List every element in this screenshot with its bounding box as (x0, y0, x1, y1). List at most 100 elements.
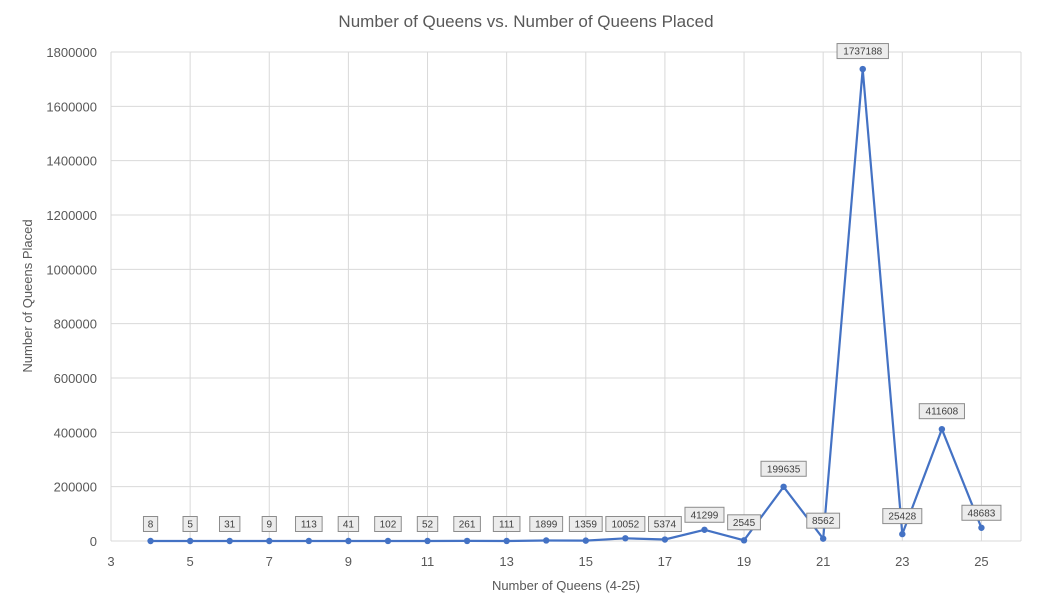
data-label-text: 1359 (575, 520, 598, 531)
data-label-text: 113 (301, 520, 317, 531)
data-label-box (142, 516, 159, 532)
y-tick-label: 600000 (54, 371, 97, 386)
y-tick-label: 1000000 (46, 262, 97, 277)
data-label-box (836, 43, 889, 60)
axis-ticks: 0 200000 400000 600000 800000 1000000 1200000 1… (46, 45, 988, 569)
data-point (266, 537, 273, 545)
y-tick-label: 1800000 (46, 45, 97, 60)
data-label: 48683 (961, 504, 1002, 521)
data-label-box (374, 516, 402, 532)
data-label-box (806, 512, 841, 529)
data-label-box (684, 506, 725, 523)
data-point (740, 537, 748, 544)
data-label-box (760, 460, 807, 477)
data-label-box (492, 516, 521, 532)
data-label: 8562 (806, 512, 841, 529)
data-label-text: 31 (224, 520, 236, 531)
data-label-text: 102 (380, 520, 397, 531)
data-label-box (961, 504, 1002, 521)
data-label-text: 52 (422, 520, 434, 531)
data-point (305, 537, 313, 545)
data-point (622, 535, 629, 542)
data-labels: 8 5 31 9 113 41 102 52 261 111 1899 1359 10052 5374 41… (142, 43, 1002, 532)
data-label-box (568, 516, 603, 532)
data-label: 52 (416, 516, 439, 532)
data-label-text: 8562 (812, 516, 835, 527)
x-tick-label: 13 (499, 554, 513, 569)
data-label: 8 (142, 516, 159, 532)
x-axis-title: Number of Queens (4-25) (492, 578, 640, 593)
data-label-text: 199635 (767, 464, 801, 475)
data-label-box (727, 514, 761, 531)
x-tick-label: 25 (974, 554, 988, 569)
data-point (978, 524, 985, 531)
x-tick-label: 17 (658, 554, 672, 569)
data-label: 25428 (882, 508, 923, 525)
data-label-text: 8 (148, 520, 154, 531)
x-tick-label: 11 (421, 554, 435, 569)
series-line (150, 67, 983, 543)
data-label-text: 48683 (968, 508, 996, 519)
data-label-text: 25428 (888, 512, 916, 523)
data-label-text: 1737188 (843, 47, 882, 58)
y-axis-title: Number of Queens Placed (20, 219, 35, 372)
data-label-text: 5374 (654, 520, 677, 531)
y-tick-label: 400000 (54, 425, 97, 440)
data-point (899, 530, 906, 538)
data-label-text: 41299 (691, 510, 719, 521)
data-point (147, 537, 154, 545)
data-label: 41299 (684, 506, 725, 523)
data-label-box (261, 516, 277, 532)
data-label-box (416, 516, 439, 532)
data-point (384, 537, 392, 545)
data-point (701, 526, 708, 533)
series-polyline (150, 67, 983, 543)
data-point (780, 483, 787, 490)
data-point (543, 537, 550, 544)
data-point (226, 537, 233, 545)
data-label: 102 (374, 516, 402, 532)
data-label-text: 5 (187, 520, 193, 531)
y-tick-label: 1400000 (46, 154, 97, 169)
chart-title: Number of Queens vs. Number of Queens Pl… (338, 12, 713, 31)
y-tick-label: 1600000 (46, 99, 97, 114)
gridlines (110, 51, 1022, 542)
data-label-box (295, 516, 323, 532)
x-tick-label: 19 (737, 554, 751, 569)
data-label: 261 (453, 516, 481, 532)
data-label-text: 41 (343, 520, 355, 531)
data-point (859, 65, 866, 73)
x-tick-label: 21 (816, 554, 830, 569)
data-label: 199635 (760, 460, 807, 477)
x-tick-label: 23 (895, 554, 909, 569)
y-tick-label: 200000 (54, 480, 97, 495)
data-label: 1737188 (836, 43, 889, 60)
data-point (345, 537, 352, 545)
data-point (463, 537, 471, 545)
data-label: 41 (337, 516, 360, 532)
data-point (186, 537, 194, 545)
data-label-box (337, 516, 360, 532)
data-points (147, 65, 985, 545)
data-point (661, 536, 669, 543)
data-label-text: 1899 (535, 520, 558, 531)
data-label-box (648, 516, 682, 532)
x-tick-label: 7 (266, 554, 273, 569)
data-label-box (182, 516, 198, 532)
x-tick-label: 9 (345, 554, 352, 569)
data-point (938, 425, 946, 433)
data-label-text: 9 (266, 520, 272, 531)
data-label-box (882, 508, 923, 525)
data-label-box (918, 403, 965, 420)
data-label-box (605, 516, 646, 532)
data-label-box (218, 516, 241, 532)
x-tick-label: 15 (579, 554, 593, 569)
data-point (819, 535, 827, 542)
data-label-text: 411608 (926, 407, 959, 418)
data-label-text: 2545 (733, 518, 756, 529)
y-tick-label: 1200000 (46, 208, 97, 223)
data-label: 5 (182, 516, 198, 532)
data-label: 1359 (568, 516, 603, 532)
data-label: 411608 (918, 403, 965, 420)
